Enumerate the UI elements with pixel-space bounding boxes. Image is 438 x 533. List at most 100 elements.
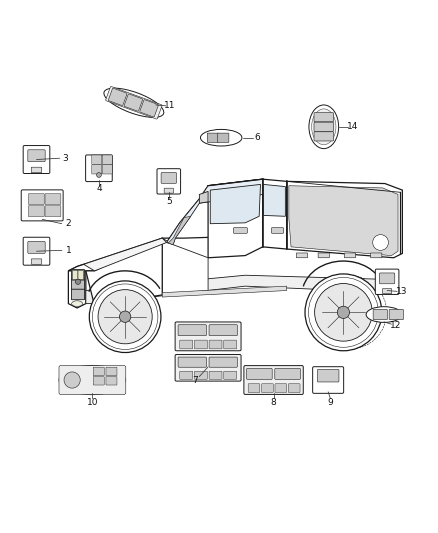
FancyBboxPatch shape [233,228,247,233]
Polygon shape [263,179,287,249]
FancyBboxPatch shape [45,193,61,205]
Text: 2: 2 [66,219,71,228]
FancyBboxPatch shape [21,190,63,221]
Polygon shape [162,179,276,243]
Polygon shape [289,185,398,256]
FancyBboxPatch shape [28,150,45,161]
FancyBboxPatch shape [244,366,303,394]
FancyBboxPatch shape [106,376,117,385]
FancyBboxPatch shape [247,368,272,379]
FancyBboxPatch shape [175,322,241,351]
FancyBboxPatch shape [164,188,173,193]
FancyBboxPatch shape [102,165,112,174]
FancyBboxPatch shape [93,367,104,376]
FancyBboxPatch shape [248,384,260,392]
FancyBboxPatch shape [296,253,307,258]
Text: 5: 5 [166,197,172,206]
FancyBboxPatch shape [71,289,85,300]
FancyBboxPatch shape [314,132,334,141]
Polygon shape [86,238,162,306]
FancyBboxPatch shape [318,369,339,382]
Polygon shape [68,238,166,271]
FancyBboxPatch shape [209,340,222,349]
Polygon shape [210,184,261,224]
FancyBboxPatch shape [318,253,329,258]
FancyBboxPatch shape [375,269,399,294]
FancyBboxPatch shape [108,88,127,106]
FancyBboxPatch shape [178,325,206,336]
Polygon shape [68,264,86,308]
FancyBboxPatch shape [102,155,112,164]
Polygon shape [208,179,263,258]
FancyBboxPatch shape [78,270,84,280]
FancyBboxPatch shape [23,146,50,174]
FancyBboxPatch shape [161,173,177,183]
FancyBboxPatch shape [28,206,44,216]
Circle shape [89,281,161,352]
Ellipse shape [366,306,402,322]
FancyBboxPatch shape [71,270,85,280]
Polygon shape [162,286,287,297]
Text: 8: 8 [271,398,276,407]
FancyBboxPatch shape [93,376,104,385]
Ellipse shape [309,105,339,149]
Ellipse shape [311,109,336,144]
FancyBboxPatch shape [314,112,334,122]
FancyBboxPatch shape [314,122,334,131]
FancyBboxPatch shape [209,325,237,336]
FancyBboxPatch shape [175,354,241,381]
FancyBboxPatch shape [194,371,207,379]
Polygon shape [86,275,394,304]
FancyBboxPatch shape [180,340,193,349]
Polygon shape [166,216,191,245]
FancyBboxPatch shape [59,366,126,394]
FancyBboxPatch shape [124,94,143,111]
Text: 3: 3 [63,154,68,163]
FancyBboxPatch shape [275,384,286,392]
Text: 7: 7 [192,376,198,385]
FancyBboxPatch shape [85,155,112,182]
FancyBboxPatch shape [209,357,237,367]
Circle shape [96,173,101,177]
FancyBboxPatch shape [371,253,382,258]
Ellipse shape [104,88,164,117]
FancyBboxPatch shape [45,206,61,216]
FancyBboxPatch shape [207,133,219,142]
FancyBboxPatch shape [31,259,42,264]
Text: 11: 11 [164,101,176,110]
Polygon shape [199,191,208,203]
Circle shape [305,274,382,351]
FancyBboxPatch shape [140,100,159,117]
FancyBboxPatch shape [31,167,42,173]
FancyBboxPatch shape [261,384,273,392]
FancyBboxPatch shape [23,237,50,265]
FancyBboxPatch shape [224,340,237,349]
Text: 12: 12 [390,321,402,330]
FancyBboxPatch shape [180,371,193,379]
Circle shape [120,311,131,322]
FancyBboxPatch shape [71,279,85,289]
Ellipse shape [59,366,126,394]
FancyBboxPatch shape [275,368,300,379]
FancyBboxPatch shape [92,165,102,174]
FancyBboxPatch shape [106,367,117,376]
FancyBboxPatch shape [72,270,78,280]
Polygon shape [264,184,286,216]
FancyBboxPatch shape [379,273,395,284]
FancyBboxPatch shape [272,228,284,233]
Text: 9: 9 [328,398,333,407]
FancyBboxPatch shape [28,241,45,253]
Ellipse shape [72,301,82,306]
Circle shape [98,289,152,344]
Circle shape [75,279,81,285]
FancyBboxPatch shape [106,86,162,119]
Text: 6: 6 [254,133,260,142]
FancyBboxPatch shape [389,309,403,320]
Circle shape [337,306,350,318]
Text: 1: 1 [66,246,71,255]
FancyBboxPatch shape [344,253,356,258]
FancyBboxPatch shape [382,288,392,294]
Ellipse shape [201,130,242,146]
Circle shape [373,235,389,251]
Circle shape [64,372,80,388]
